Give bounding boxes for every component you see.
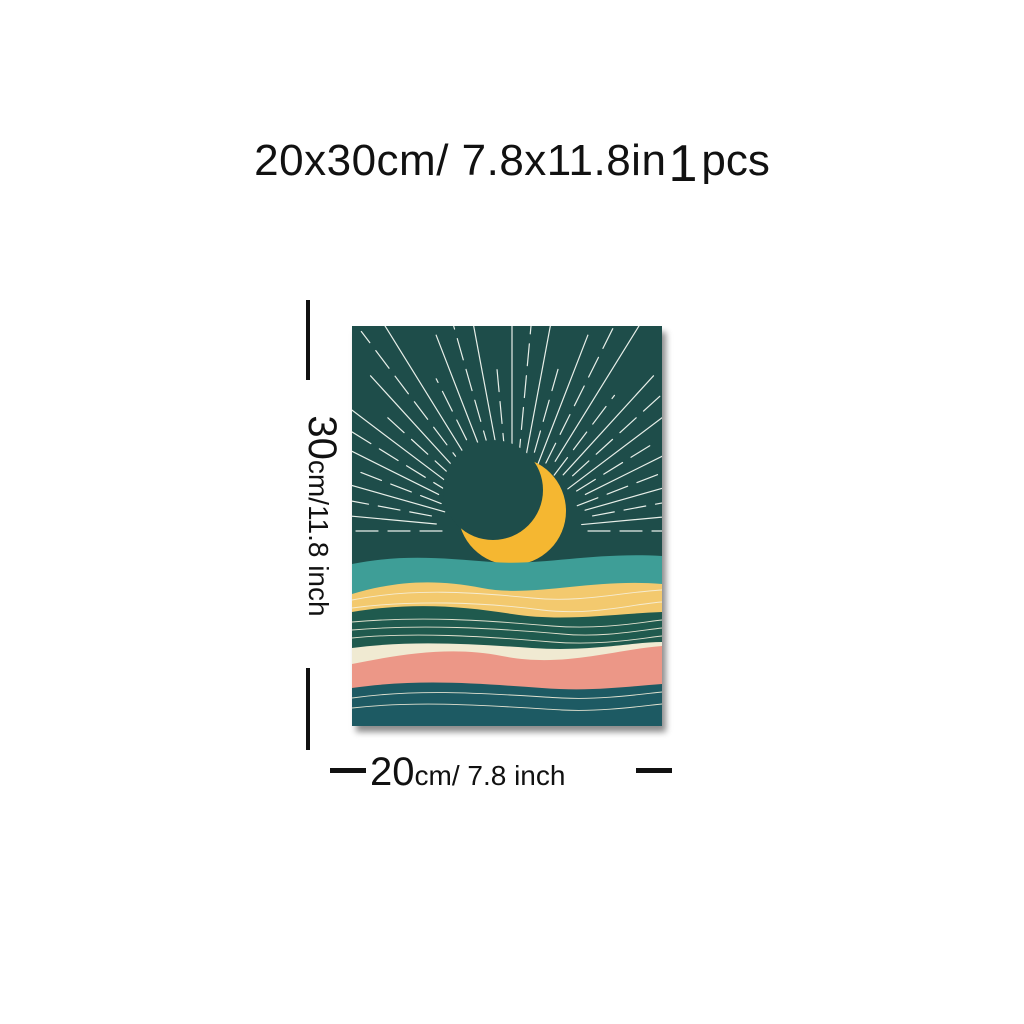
sun-ray-line (385, 415, 453, 477)
sun-ray-line (536, 334, 589, 467)
sun-ray-line (584, 487, 662, 511)
sun-ray-line (352, 409, 452, 486)
sun-ray-line (545, 326, 615, 464)
sun-ray-line (562, 375, 655, 476)
sun-ray-line (553, 394, 616, 476)
sun-ray-line (592, 502, 662, 517)
sun-ray-line (584, 455, 662, 496)
height-dimension-bottom-tick (306, 668, 310, 750)
quantity-number: 1 (668, 135, 698, 193)
width-unit: cm/ 7.8 inch (414, 760, 566, 791)
size-text: 20x30cm/ 7.8x11.8in (254, 136, 667, 185)
sun-ray-line (567, 416, 662, 490)
sun-ray-line (453, 326, 491, 453)
sun-ray-line (352, 484, 446, 513)
height-number: 30 (300, 415, 344, 460)
width-dimension-label: 20cm/ 7.8 inch (370, 752, 565, 792)
quantity-unit: pcs (701, 136, 770, 185)
sun-ray-line (571, 393, 662, 477)
sun-ray-line (525, 326, 551, 457)
crescent-moon-icon (443, 440, 566, 565)
sun-ray-line (495, 361, 506, 456)
sun-ray-line (352, 515, 437, 525)
band-line-details (352, 589, 662, 711)
sun-ray-line (435, 334, 486, 461)
sun-ray-line (369, 375, 466, 480)
sun-ray-line (352, 468, 442, 505)
sun-ray-line (533, 366, 560, 453)
sun-ray-line (360, 330, 467, 471)
sun-ray-line (384, 326, 470, 462)
bottom-teal-band (352, 682, 662, 726)
sun-ray-line (554, 326, 640, 462)
product-size-title: 20x30cm/ 7.8x11.8in1pcs (0, 138, 1024, 190)
width-number: 20 (370, 750, 415, 794)
width-dimension-left-tick (330, 768, 366, 773)
height-dimension-top-tick (306, 300, 310, 380)
sun-ray-line (576, 440, 658, 492)
sun-ray-line (473, 326, 500, 463)
canvas-print-artwork (352, 326, 662, 726)
height-unit: cm/11.8 inch (303, 459, 334, 617)
height-dimension-label: 30cm/11.8 inch (300, 415, 344, 617)
width-dimension-right-tick (636, 768, 672, 773)
sun-ray-line (581, 516, 662, 526)
sun-rays (352, 326, 662, 532)
moon-landscape-illustration (352, 326, 662, 726)
sun-ray-line (352, 450, 440, 496)
